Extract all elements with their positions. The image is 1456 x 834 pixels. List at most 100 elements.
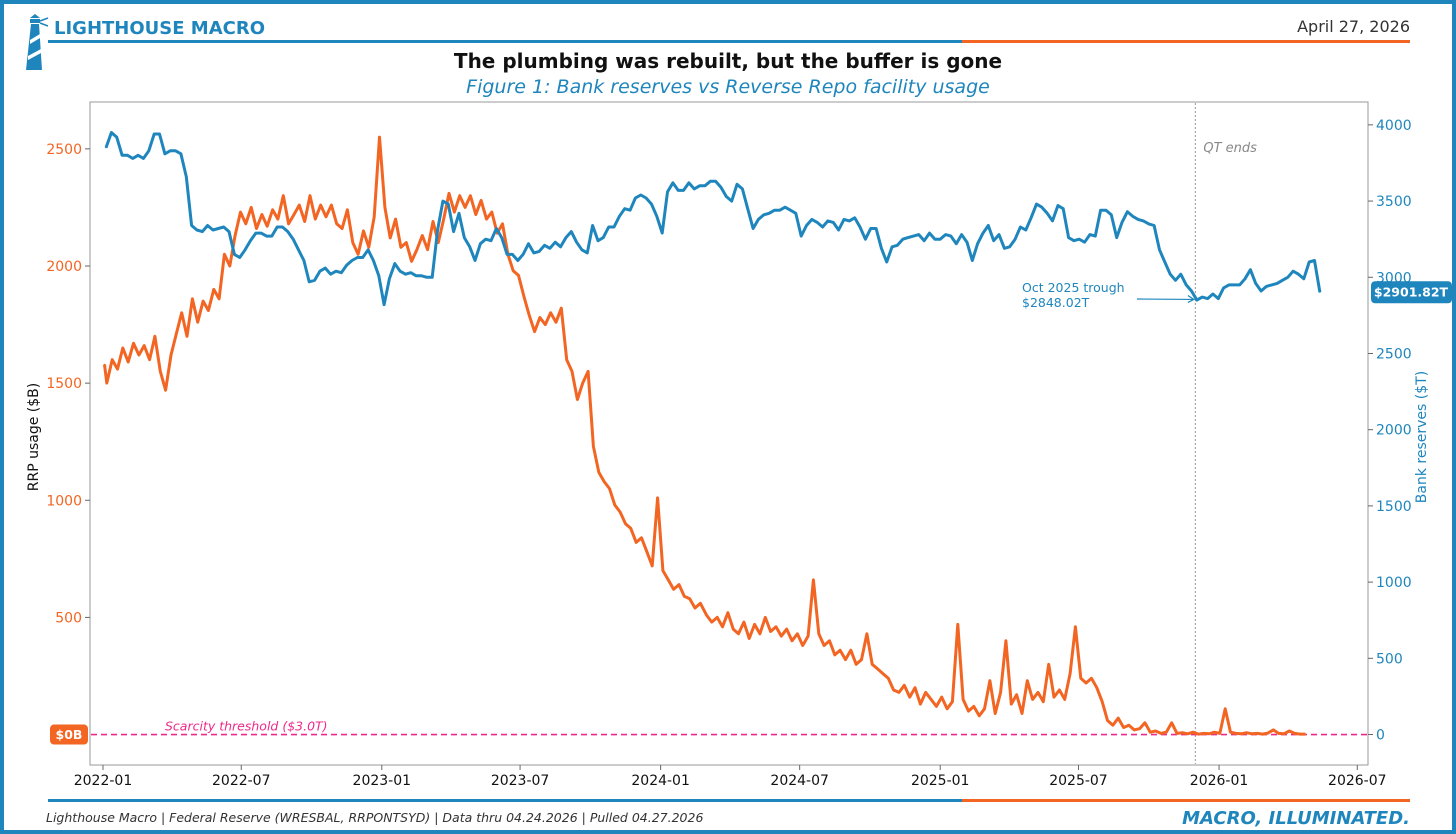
point-reserves	[768, 212, 770, 214]
point-reserves	[1185, 284, 1187, 286]
point-reserves	[757, 218, 760, 220]
point-rrp	[1160, 732, 1162, 735]
point-reserves	[1308, 261, 1310, 263]
point-reserves	[463, 237, 465, 239]
point-reserves	[388, 278, 390, 280]
point-rrp	[1229, 731, 1232, 733]
point-rrp	[1299, 733, 1301, 735]
point-rrp	[149, 359, 151, 361]
point-reserves	[1223, 287, 1225, 289]
point-rrp	[175, 333, 177, 335]
point-rrp	[935, 705, 938, 708]
point-reserves	[479, 243, 481, 245]
point-reserves	[773, 209, 776, 211]
point-rrp	[678, 584, 680, 586]
point-rrp	[989, 680, 991, 682]
point-reserves	[185, 176, 187, 178]
point-rrp	[341, 227, 343, 230]
point-reserves	[848, 220, 850, 222]
point-rrp	[635, 541, 637, 544]
x-tick-label: 2023-07	[491, 773, 550, 789]
point-reserves	[490, 240, 492, 242]
point-rrp	[416, 249, 418, 251]
point-reserves	[736, 183, 738, 185]
point-reserves	[255, 232, 257, 234]
point-reserves	[838, 229, 840, 231]
point-rrp	[716, 616, 718, 619]
point-rrp	[325, 216, 327, 218]
point-reserves	[543, 244, 546, 246]
point-rrp	[411, 260, 413, 262]
point-rrp	[962, 698, 964, 701]
point-rrp	[764, 616, 766, 619]
point-rrp	[122, 347, 124, 349]
point-rrp	[368, 246, 370, 248]
point-rrp	[775, 626, 777, 628]
point-rrp	[277, 218, 279, 220]
point-rrp	[1181, 732, 1183, 734]
point-reserves	[437, 229, 439, 231]
point-rrp	[1069, 673, 1071, 675]
point-rrp	[608, 488, 611, 490]
point-rrp	[320, 204, 322, 206]
x-tick-label: 2026-07	[1328, 773, 1387, 789]
point-rrp	[603, 480, 605, 483]
point-reserves	[1014, 238, 1016, 240]
point-reserves	[864, 238, 867, 240]
point-reserves	[1100, 209, 1102, 211]
brand-title: LIGHTHOUSE MACRO	[54, 18, 265, 39]
point-reserves	[169, 150, 171, 152]
point-rrp	[834, 654, 836, 656]
point-rrp	[491, 211, 493, 213]
point-reserves	[458, 212, 460, 214]
point-rrp	[266, 225, 268, 227]
point-reserves	[351, 259, 353, 262]
point-reserves	[549, 247, 551, 249]
point-reserves	[629, 209, 631, 211]
point-rrp	[459, 195, 461, 197]
right-tick-label: 1500	[1376, 499, 1412, 515]
series-points	[103, 131, 1321, 735]
x-tick-label: 2022-07	[212, 773, 271, 789]
point-reserves	[356, 256, 358, 259]
point-reserves	[132, 157, 134, 159]
point-rrp	[159, 370, 161, 372]
point-rrp	[1149, 731, 1151, 733]
point-reserves	[950, 235, 952, 237]
point-reserves	[340, 272, 342, 274]
point-reserves	[805, 224, 808, 227]
point-rrp	[941, 696, 943, 698]
point-reserves	[378, 275, 380, 277]
point-reserves	[453, 231, 455, 233]
point-reserves	[998, 234, 1000, 236]
point-rrp	[357, 253, 359, 255]
point-reserves	[1201, 296, 1203, 298]
point-reserves	[677, 189, 679, 191]
point-rrp	[780, 635, 782, 637]
point-rrp	[469, 195, 471, 197]
point-rrp	[598, 471, 600, 473]
point-rrp	[1192, 731, 1194, 733]
point-rrp	[903, 684, 905, 686]
point-rrp	[614, 504, 616, 506]
point-reserves	[223, 226, 225, 228]
point-rrp	[759, 633, 761, 635]
point-reserves	[752, 227, 754, 230]
point-rrp	[116, 368, 119, 370]
point-reserves	[265, 235, 268, 237]
point-rrp	[517, 274, 520, 276]
point-reserves	[517, 259, 519, 262]
right-tick-label: 500	[1376, 651, 1403, 667]
point-rrp	[1155, 730, 1157, 732]
point-reserves	[565, 237, 567, 239]
point-rrp	[405, 242, 407, 244]
point-reserves	[485, 238, 487, 240]
point-rrp	[727, 612, 729, 614]
point-reserves	[1319, 291, 1321, 293]
point-rrp	[925, 691, 927, 694]
point-rrp	[443, 218, 445, 220]
point-rrp	[1042, 701, 1044, 703]
point-rrp	[437, 242, 439, 244]
point-rrp	[1010, 703, 1012, 705]
qt-end-label: QT ends	[1203, 141, 1257, 156]
